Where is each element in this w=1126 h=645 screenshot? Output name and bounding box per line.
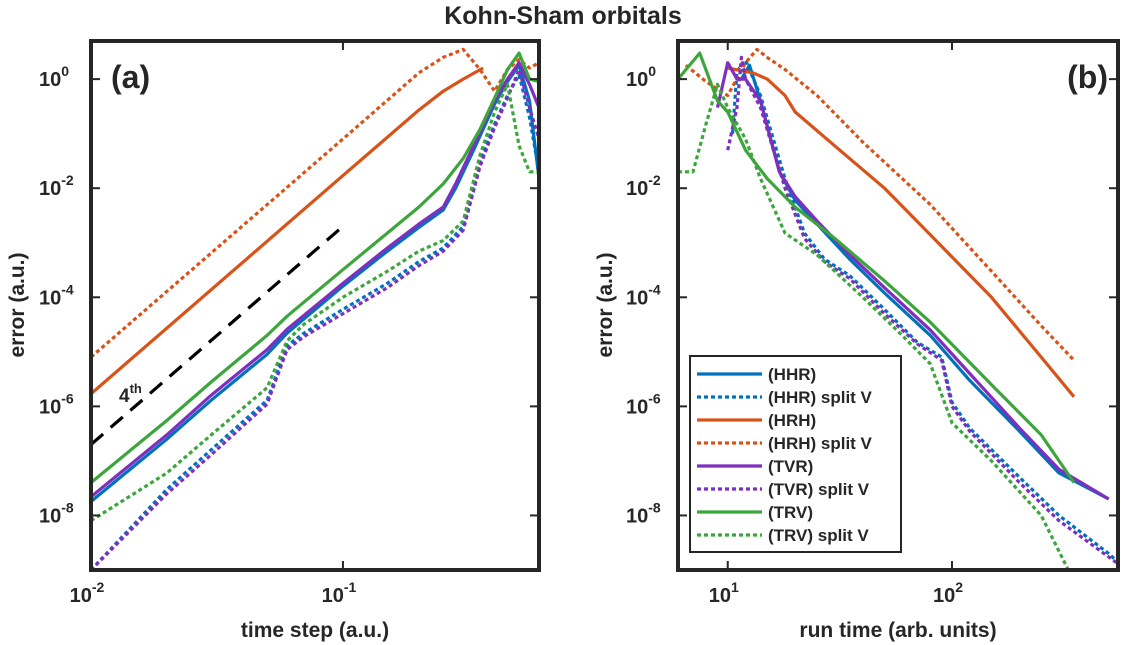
- series-line-trv: [91, 51, 539, 484]
- panel-a-axes-box: [89, 39, 541, 572]
- series-line-tvr-split-v: [91, 67, 539, 570]
- panel-b-xlabel: run time (arb. units): [799, 619, 996, 642]
- legend-entry-label: (TVR) split V: [768, 480, 870, 499]
- series-line-trv-split-v: [91, 82, 539, 523]
- y-tick-label: 100: [39, 63, 69, 91]
- panel-b-label: (b): [1067, 59, 1108, 95]
- panel-b: 101 102 10-8 10-6 10-4 10-2 100 (b) run time (…: [594, 39, 1120, 642]
- annotation-sup: th: [130, 381, 142, 396]
- x-tick-label: 10-1: [322, 579, 357, 607]
- legend-entry-label: (HHR) split V: [768, 388, 873, 407]
- y-tick-label: 10-6: [626, 390, 661, 418]
- legend-items: (HHR) (HHR) split V (HRH) (HRH) split V (TVR…: [697, 365, 873, 545]
- panel-b-axes-box: [676, 39, 1120, 572]
- reference-line-4th-order: [91, 225, 344, 446]
- series-line-trv-split-v: [678, 82, 1070, 570]
- panel-b-ticks: 101 102 10-8 10-6 10-4 10-2 100: [626, 41, 1118, 607]
- series-line-tvr-split-v: [726, 55, 1118, 566]
- panel-a-ylabel: error (a.u.): [6, 252, 29, 357]
- series-line-hrh-split-v: [684, 47, 1076, 362]
- y-tick-label: 10-4: [39, 281, 74, 309]
- series-line-hrh: [91, 66, 484, 396]
- y-tick-label: 10-8: [626, 499, 661, 527]
- legend-box: [689, 355, 902, 553]
- panel-a-ticks: 10-2 10-1 10-8 10-6 10-4 10-2 100: [39, 41, 539, 607]
- x-tick-label: 102: [933, 579, 963, 607]
- legend: (HHR) (HHR) split V (HRH) (HRH) split V (TVR…: [689, 355, 902, 553]
- panel-a-series: [91, 47, 539, 570]
- series-line-hrh: [727, 66, 1076, 398]
- series-line-hhr: [91, 63, 539, 503]
- y-tick-label: 10-8: [39, 499, 74, 527]
- legend-entry-label: (TRV): [768, 503, 813, 522]
- legend-entry-label: (HHR): [768, 365, 816, 384]
- x-tick-label: 101: [709, 579, 739, 607]
- panel-a: 10-2 10-1 10-8 10-6 10-4 10-2 100 (a) 4th time…: [6, 39, 541, 642]
- panel-b-ylabel: error (a.u.): [594, 252, 617, 357]
- legend-entry-label: (TRV) split V: [768, 526, 869, 545]
- panel-a-reference: [91, 225, 344, 446]
- figure-title: Kohn-Sham orbitals: [444, 2, 682, 30]
- legend-entry-label: (TVR): [768, 457, 813, 476]
- y-tick-label: 10-2: [39, 172, 74, 200]
- annotation-text: 4: [119, 386, 130, 407]
- y-tick-label: 10-4: [626, 281, 661, 309]
- panel-a-annotation: 4th: [119, 381, 142, 407]
- legend-entry-label: (HRH): [768, 411, 816, 430]
- legend-entry-label: (HRH) split V: [768, 434, 873, 453]
- series-line-hhr-split-v: [730, 58, 1118, 565]
- series-line-hhr-split-v: [91, 73, 539, 570]
- series-line-trv: [678, 51, 1076, 484]
- x-tick-label: 10-2: [70, 579, 105, 607]
- panel-a-label: (a): [111, 59, 150, 95]
- y-tick-label: 10-6: [39, 390, 74, 418]
- y-tick-label: 100: [626, 63, 656, 91]
- series-line-tvr: [91, 61, 539, 499]
- panel-b-series: [678, 47, 1118, 570]
- panel-a-xlabel: time step (a.u.): [241, 619, 389, 642]
- y-tick-label: 10-2: [626, 172, 661, 200]
